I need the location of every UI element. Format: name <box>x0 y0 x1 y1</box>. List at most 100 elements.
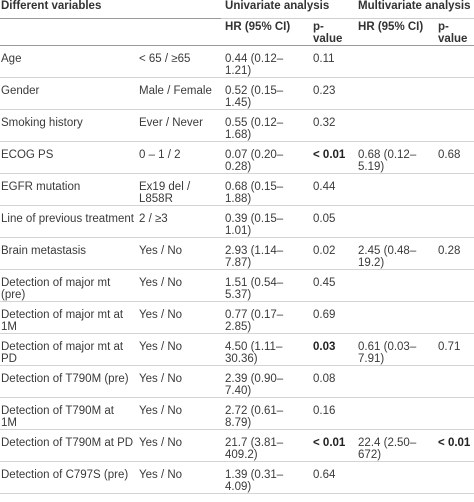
table-row: Detection of T790M (pre) Yes / No 2.39 (0.… <box>0 365 474 398</box>
header-row-2: HR (95% CI) p- value HR (95% CI) p- valu… <box>0 18 474 46</box>
table-row: Gender Male / Female 0.52 (0.15– 1.45) 0.23 <box>0 77 474 110</box>
multi-hr-cell <box>354 77 435 110</box>
variable-cell: Brain metastasis <box>0 237 135 270</box>
category-cell: Male / Female <box>135 77 222 110</box>
category-cell: 0 – 1 / 2 <box>135 141 222 174</box>
uni-p-cell: 0.16 <box>309 397 355 430</box>
multi-hr-cell <box>354 397 435 430</box>
category-cell: < 65 / ≥65 <box>135 45 222 78</box>
header-multivariate: Multivariate analysis <box>354 0 474 19</box>
table-row: Detection of T790M at 1M Yes / No 2.72 (0.… <box>0 397 474 430</box>
uni-hr-cell: 4.50 (1.11– 30.36) <box>221 333 310 366</box>
multi-hr-cell <box>354 173 435 206</box>
multi-p-cell: 0.68 <box>434 141 474 174</box>
uni-hr-cell: 0.39 (0.15– 1.01) <box>221 205 310 238</box>
category-cell: Yes / No <box>135 269 222 302</box>
multi-hr-cell <box>354 45 435 78</box>
variable-cell: Detection of major mt at 1M <box>0 301 135 334</box>
uni-hr-cell: 0.55 (0.12– 1.68) <box>221 109 310 142</box>
variable-cell: ECOG PS <box>0 141 135 174</box>
uni-hr-cell: 1.51 (0.54– 5.37) <box>221 269 310 302</box>
multi-p-cell <box>434 205 474 238</box>
uni-p-cell: 0.44 <box>309 173 355 206</box>
variable-cell: Detection of major mt (pre) <box>0 269 135 302</box>
variable-cell: Detection of T790M at 1M <box>0 397 135 430</box>
multi-p-cell <box>434 109 474 142</box>
category-cell: Yes / No <box>135 365 222 398</box>
table-row: Detection of major mt at PD Yes / No 4.50 … <box>0 333 474 366</box>
uni-hr-cell: 0.07 (0.20– 0.28) <box>221 141 310 174</box>
category-cell: Ever / Never <box>135 109 222 142</box>
table-row: Detection of C797S (pre) Yes / No 1.39 (0.… <box>0 461 474 494</box>
header-uni-hr: HR (95% CI) <box>221 18 310 46</box>
multi-hr-cell <box>354 301 435 334</box>
uni-p-cell: 0.23 <box>309 77 355 110</box>
uni-p-cell: < 0.01 <box>309 141 355 174</box>
uni-p-cell: 0.11 <box>309 45 355 78</box>
uni-hr-cell: 2.72 (0.61– 8.79) <box>221 397 310 430</box>
category-cell: Ex19 del / L858R <box>135 173 222 206</box>
multi-hr-cell <box>354 269 435 302</box>
multi-hr-cell <box>354 205 435 238</box>
category-cell: Yes / No <box>135 301 222 334</box>
table-row: Age < 65 / ≥65 0.44 (0.12– 1.21) 0.11 <box>0 45 474 78</box>
uni-hr-cell: 0.52 (0.15– 1.45) <box>221 77 310 110</box>
header-uni-p: p- value <box>309 18 355 46</box>
uni-p-cell: 0.69 <box>309 301 355 334</box>
multi-hr-cell: 22.4 (2.50– 672) <box>354 429 435 462</box>
variable-cell: Line of previous treatment <box>0 205 135 238</box>
category-cell: Yes / No <box>135 237 222 270</box>
table-row: Detection of major mt (pre) Yes / No 1.51 … <box>0 269 474 302</box>
variable-cell: Detection of T790M at PD <box>0 429 135 462</box>
table-row: EGFR mutation Ex19 del / L858R 0.68 (0.15–… <box>0 173 474 206</box>
uni-hr-cell: 0.68 (0.15– 1.88) <box>221 173 310 206</box>
variable-cell: Detection of C797S (pre) <box>0 461 135 494</box>
variable-cell: Smoking history <box>0 109 135 142</box>
header-variables: Different variables <box>0 0 222 19</box>
category-cell: Yes / No <box>135 397 222 430</box>
table-body: Age < 65 / ≥65 0.44 (0.12– 1.21) 0.11 Gender… <box>0 45 474 494</box>
uni-hr-cell: 21.7 (3.81– 409.2) <box>221 429 310 462</box>
multi-p-cell <box>434 365 474 398</box>
header-multi-hr: HR (95% CI) <box>354 18 435 46</box>
multi-hr-cell: 2.45 (0.48– 19.2) <box>354 237 435 270</box>
multi-hr-cell: 0.61 (0.03– 7.91) <box>354 333 435 366</box>
multi-p-cell: 0.71 <box>434 333 474 366</box>
header-blank-2 <box>135 18 222 46</box>
category-cell: Yes / No <box>135 333 222 366</box>
uni-p-cell: 0.32 <box>309 109 355 142</box>
uni-hr-cell: 0.77 (0.17– 2.85) <box>221 301 310 334</box>
multi-hr-cell <box>354 109 435 142</box>
table-row: Line of previous treatment 2 / ≥3 0.39 (0.… <box>0 205 474 238</box>
multi-hr-cell <box>354 461 435 494</box>
uni-p-cell: 0.05 <box>309 205 355 238</box>
category-cell: 2 / ≥3 <box>135 205 222 238</box>
uni-p-cell: 0.03 <box>309 333 355 366</box>
uni-hr-cell: 0.44 (0.12– 1.21) <box>221 45 310 78</box>
multi-hr-cell <box>354 365 435 398</box>
category-cell: Yes / No <box>135 461 222 494</box>
table-row: Detection of T790M at PD Yes / No 21.7 (3.… <box>0 429 474 462</box>
multi-p-cell <box>434 269 474 302</box>
multi-p-cell <box>434 461 474 494</box>
table-row: Brain metastasis Yes / No 2.93 (1.14– 7.87… <box>0 237 474 270</box>
uni-hr-cell: 2.39 (0.90– 7.40) <box>221 365 310 398</box>
variable-cell: Gender <box>0 77 135 110</box>
table-row: ECOG PS 0 – 1 / 2 0.07 (0.20– 0.28) < 0.01 0… <box>0 141 474 174</box>
uni-p-cell: 0.45 <box>309 269 355 302</box>
multi-p-cell <box>434 45 474 78</box>
header-multi-p: p- value <box>434 18 474 46</box>
header-row-1: Different variables Univariate analysis … <box>0 0 474 19</box>
table-row: Smoking history Ever / Never 0.55 (0.12– 1… <box>0 109 474 142</box>
multi-p-cell <box>434 77 474 110</box>
table-row: Detection of major mt at 1M Yes / No 0.77 … <box>0 301 474 334</box>
multi-p-cell: < 0.01 <box>434 429 474 462</box>
uni-p-cell: < 0.01 <box>309 429 355 462</box>
variable-cell: Detection of major mt at PD <box>0 333 135 366</box>
category-cell: Yes / No <box>135 429 222 462</box>
variable-cell: EGFR mutation <box>0 173 135 206</box>
multi-p-cell: 0.28 <box>434 237 474 270</box>
multi-p-cell <box>434 173 474 206</box>
